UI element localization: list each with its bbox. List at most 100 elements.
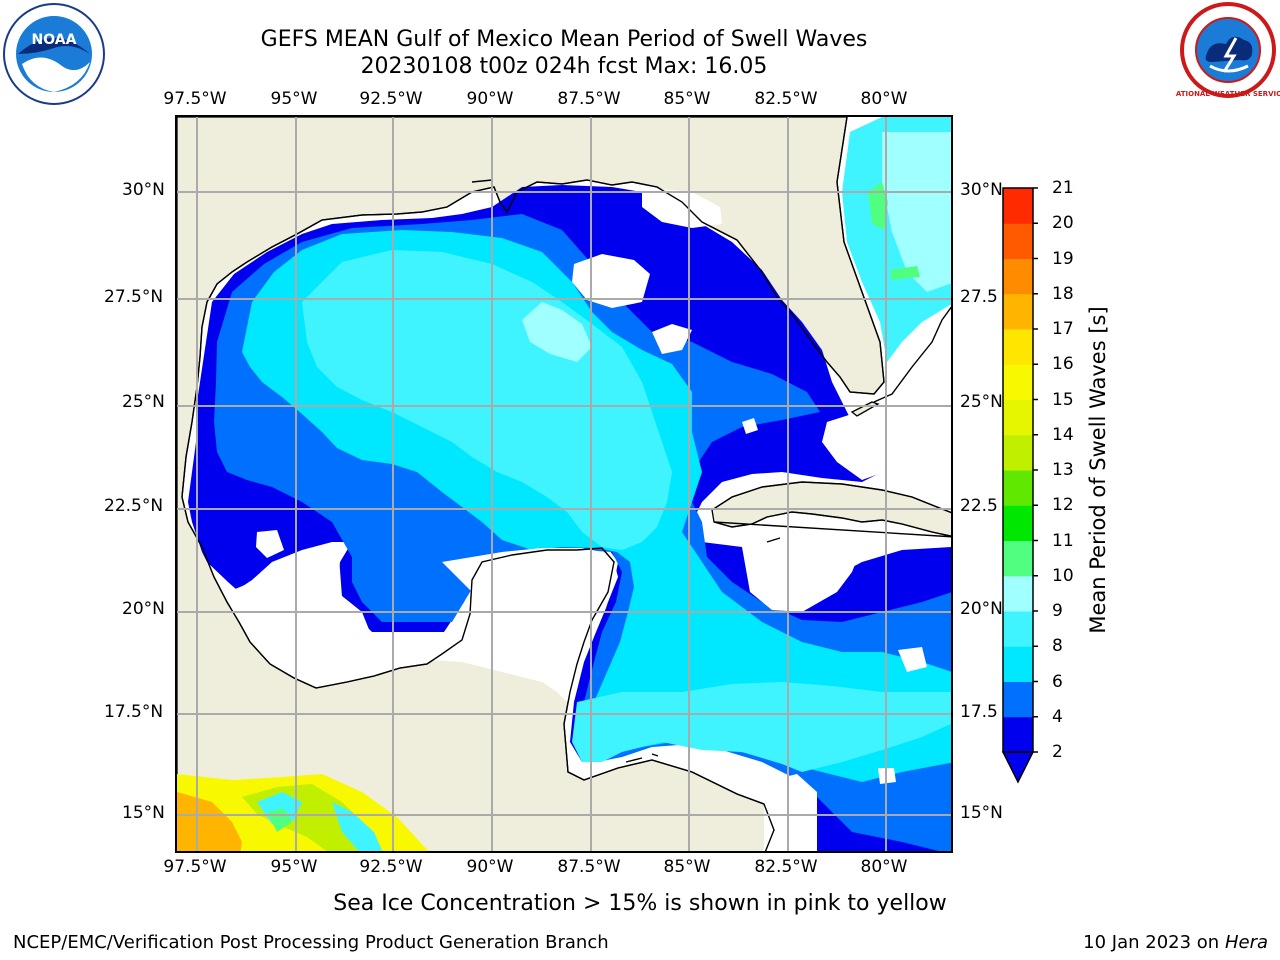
- lon-label-top: 90°W: [466, 89, 514, 109]
- colorbar-tick-label: 13: [1052, 460, 1074, 480]
- lat-label-left: 17.5°N: [104, 702, 164, 722]
- footer-date: 10 Jan 2023 on Hera: [1083, 932, 1268, 953]
- colorbar-tick-label: 21: [1052, 178, 1074, 198]
- colorbar-segment: [1003, 505, 1033, 541]
- colorbar-segments: [1003, 188, 1033, 753]
- colorbar-extend-min: [1001, 751, 1035, 784]
- no-data-ne-gulf-1: [642, 187, 722, 228]
- colorbar-tick-label: 15: [1052, 389, 1074, 410]
- field-pacific-orange: [177, 792, 242, 851]
- lon-label-bottom: 97.5°W: [163, 857, 227, 877]
- map-panel: [175, 115, 953, 853]
- colorbar-segment: [1003, 223, 1033, 259]
- coastline-gulf: [181, 117, 885, 851]
- colorbar-tick-label: 9: [1052, 601, 1063, 621]
- colorbar-tick-label: 4: [1052, 706, 1063, 727]
- colorbar-tick-label: 18: [1052, 283, 1074, 304]
- lon-label-top: 80°W: [860, 89, 908, 109]
- nws-logo: NATIONAL WEATHER SERVICE: [1176, 2, 1280, 98]
- footer-host: Hera: [1224, 932, 1268, 953]
- coastline-cuba: [711, 481, 951, 538]
- footer-credit: NCEP/EMC/Verification Post Processing Pr…: [13, 932, 609, 953]
- colorbar-segment: [1003, 399, 1033, 436]
- colorbar-tick-label: 17: [1052, 319, 1074, 339]
- lat-label-right: 30°N: [960, 180, 1003, 200]
- colorbar-tick-label: 16: [1052, 354, 1074, 375]
- no-data-ne-gulf-2: [652, 324, 692, 354]
- lat-label-left: 15°N: [122, 803, 165, 823]
- colorbar-segment: [1003, 611, 1033, 647]
- no-data-tx-1: [256, 530, 284, 558]
- coastlines: [181, 117, 951, 851]
- lon-label-bottom: 90°W: [466, 857, 514, 877]
- field-caribbean-cyan: [572, 682, 951, 772]
- colorbar-tick-label: 2: [1052, 742, 1063, 762]
- colorbar-segment: [1003, 434, 1033, 471]
- no-data-tx-2: [245, 614, 256, 632]
- footer-date-text: 10 Jan 2023 on: [1083, 932, 1225, 953]
- no-data-cuba-south: [742, 542, 862, 612]
- lat-label-left: 27.5°N: [104, 287, 164, 307]
- sea-ice-caption: Sea Ice Concentration > 15% is shown in …: [333, 891, 947, 916]
- noaa-logo: NOAA: [3, 3, 105, 105]
- colorbar: [1001, 187, 1038, 784]
- noaa-logo-text: NOAA: [32, 32, 77, 48]
- swell-period-map: [177, 117, 951, 851]
- lon-label-top: 97.5°W: [163, 89, 227, 109]
- colorbar-segment: [1003, 540, 1033, 577]
- lon-label-top: 95°W: [270, 89, 318, 109]
- lon-label-bottom: 95°W: [270, 857, 318, 877]
- lat-label-right: 20°N: [960, 599, 1003, 619]
- coastline-islands: [471, 179, 781, 763]
- colorbar-segment: [1003, 364, 1033, 400]
- swell-field: [188, 117, 951, 851]
- lat-label-right: 17.5: [960, 702, 998, 722]
- lon-label-bottom: 85°W: [663, 857, 711, 877]
- lat-label-left: 20°N: [122, 599, 165, 619]
- coastline-fl-east: [873, 306, 951, 403]
- lon-label-bottom: 87.5°W: [557, 857, 621, 877]
- lon-label-top: 87.5°W: [557, 89, 621, 109]
- colorbar-tick-label: 6: [1052, 671, 1063, 692]
- no-data-yucatan-shelf: [412, 548, 618, 702]
- no-data-carib-1: [898, 647, 927, 672]
- colorbar-tick-label: 8: [1052, 636, 1063, 657]
- no-data-keys: [822, 414, 884, 480]
- lat-label-right: 25°N: [960, 392, 1003, 412]
- lon-label-bottom: 92.5°W: [359, 857, 423, 877]
- lon-label-bottom: 82.5°W: [754, 857, 818, 877]
- colorbar-tick-label: 14: [1052, 424, 1074, 445]
- lat-label-right: 22.5: [960, 496, 998, 516]
- no-data-bahamas: [890, 450, 922, 480]
- colorbar-segment: [1003, 470, 1033, 506]
- field-atlantic-green: [868, 182, 888, 230]
- colorbar-tick-label: 11: [1052, 530, 1074, 551]
- field-atlantic-green2: [890, 266, 920, 280]
- lon-label-top: 82.5°W: [754, 89, 818, 109]
- lat-label-left: 30°N: [122, 180, 165, 200]
- lon-label-bottom: 80°W: [860, 857, 908, 877]
- lon-label-top: 92.5°W: [359, 89, 423, 109]
- colorbar-ticks: [1033, 187, 1038, 753]
- nws-logo-text: NATIONAL WEATHER SERVICE: [1176, 90, 1280, 98]
- lon-label-top: 85°W: [663, 89, 711, 109]
- colorbar-segment: [1003, 716, 1033, 753]
- lat-label-right: 27.5: [960, 287, 998, 307]
- field-9-10s: [522, 302, 592, 362]
- colorbar-segment: [1003, 329, 1033, 365]
- colorbar-segment: [1003, 293, 1033, 330]
- colorbar-segment: [1003, 258, 1033, 295]
- colorbar-segment: [1003, 681, 1033, 718]
- no-data-honduras: [764, 774, 817, 851]
- plot-title: GEFS MEAN Gulf of Mexico Mean Period of …: [260, 27, 868, 52]
- colorbar-tick-label: 20: [1052, 213, 1074, 234]
- colorbar-segment: [1003, 188, 1033, 224]
- lat-label-left: 25°N: [122, 392, 165, 412]
- colorbar-segment: [1003, 646, 1033, 682]
- colorbar-title: Mean Period of Swell Waves [s]: [1086, 306, 1110, 634]
- lat-label-left: 22.5°N: [104, 496, 164, 516]
- colorbar-tick-label: 19: [1052, 248, 1074, 269]
- field-atlantic-light: [882, 132, 951, 292]
- no-data-fl-east: [920, 362, 951, 427]
- colorbar-tick-label: 12: [1052, 495, 1074, 516]
